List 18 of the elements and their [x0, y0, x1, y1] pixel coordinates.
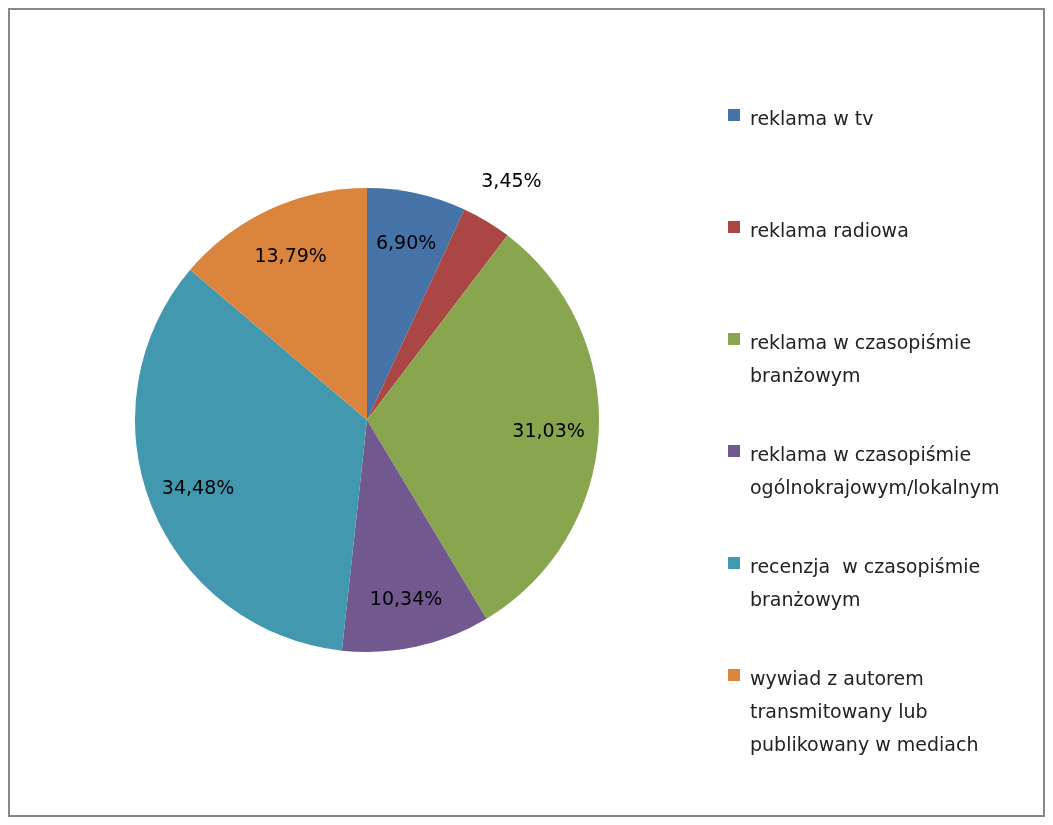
legend-label: recenzja w czasopiśmie branżowym — [750, 554, 982, 612]
legend-label: reklama w czasopiśmie ogólnokrajowym/lokalnym — [750, 442, 1001, 500]
pie-slice — [367, 209, 508, 420]
pie-slice — [341, 420, 487, 652]
data-label: 31,03% — [512, 418, 585, 441]
pie-slice — [367, 235, 599, 619]
pie-slice — [135, 269, 367, 651]
pie-slice — [190, 188, 367, 420]
data-label: 6,90% — [375, 231, 437, 254]
data-label: 3,45% — [481, 169, 542, 192]
legend-label: reklama w czasopiśmie branżowym — [750, 330, 973, 388]
data-label: 10,34% — [369, 586, 443, 609]
legend-label: reklama w tv — [750, 106, 874, 131]
legend-label: wywiad z autorem transmitowany lub publikowany w mediach — [750, 666, 980, 757]
data-label: 13,79% — [254, 243, 327, 266]
pie-slice — [367, 188, 465, 420]
data-label: 34,48% — [161, 476, 235, 499]
legend-label: reklama radiowa — [750, 218, 909, 243]
